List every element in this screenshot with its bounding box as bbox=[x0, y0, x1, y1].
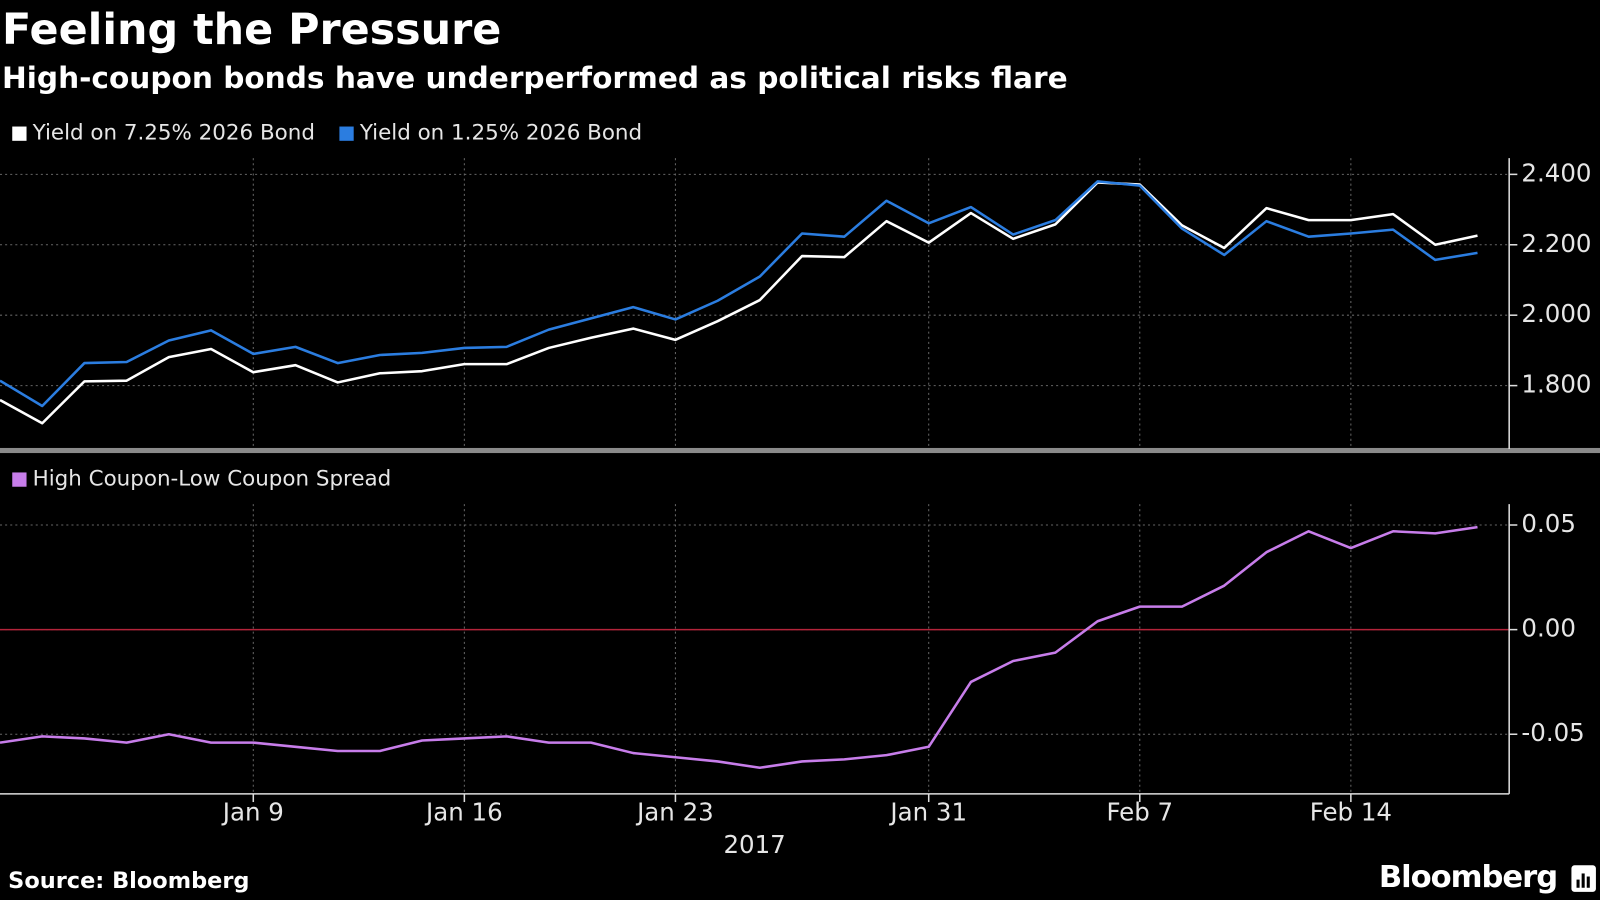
legend-label: Yield on 1.25% 2026 Bond bbox=[359, 121, 642, 146]
x-tick-label: Jan 31 bbox=[888, 797, 967, 826]
legend-label: High Coupon-Low Coupon Spread bbox=[33, 467, 392, 492]
x-tick-label: Jan 9 bbox=[221, 797, 284, 826]
series-line bbox=[0, 525, 1478, 769]
panel-divider bbox=[0, 447, 1600, 454]
x-tick-label: Jan 16 bbox=[424, 797, 503, 826]
x-tick-label: Jan 23 bbox=[635, 797, 714, 826]
y-tick-label: 0.00 bbox=[1521, 614, 1575, 643]
series-line bbox=[0, 180, 1478, 408]
y-tick-label: 1.800 bbox=[1521, 370, 1591, 399]
legend-swatch bbox=[12, 472, 27, 487]
chart-subtitle: High-coupon bonds have underperformed as… bbox=[2, 61, 1068, 95]
brand-icon bbox=[1571, 865, 1596, 892]
series-line bbox=[0, 181, 1478, 425]
legend-label: Yield on 7.25% 2026 Bond bbox=[32, 121, 315, 146]
y-tick-label: 2.400 bbox=[1521, 158, 1591, 187]
x-tick-label: Feb 14 bbox=[1310, 797, 1392, 826]
brand: Bloomberg bbox=[1379, 860, 1557, 895]
x-tick-label: Feb 7 bbox=[1106, 797, 1173, 826]
source: Source: Bloomberg bbox=[8, 868, 249, 894]
x-axis-label: 2017 bbox=[723, 830, 785, 859]
legend-swatch bbox=[12, 126, 27, 141]
chart-title: Feeling the Pressure bbox=[2, 5, 501, 55]
y-tick-label: 0.05 bbox=[1521, 509, 1575, 538]
y-tick-label: -0.05 bbox=[1521, 718, 1584, 747]
y-tick-label: 2.000 bbox=[1521, 299, 1591, 328]
legend-swatch bbox=[339, 126, 354, 141]
y-tick-label: 2.200 bbox=[1521, 229, 1591, 258]
